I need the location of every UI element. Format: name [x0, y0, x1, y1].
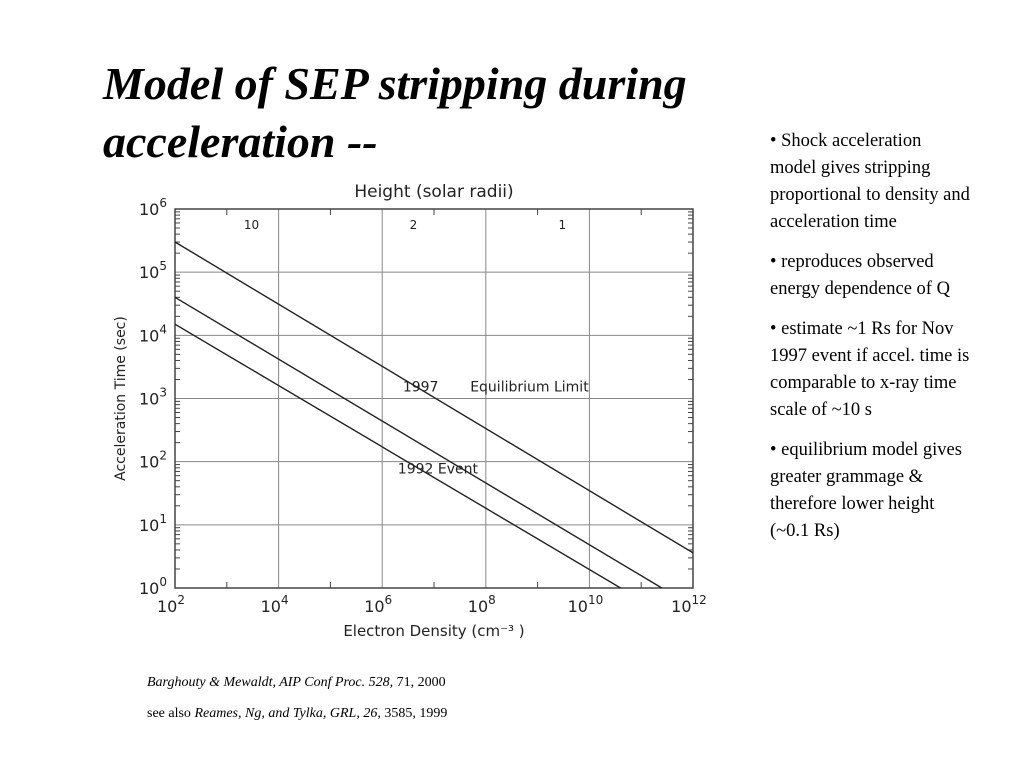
y-tick-label: 106: [139, 196, 167, 219]
series-line: [175, 241, 693, 554]
x-tick-label: 106: [364, 593, 392, 616]
y-axis-label: Acceleration Time (sec): [113, 316, 129, 481]
annotations: Equilibrium Limit 1997 1992 Event: [398, 379, 589, 477]
tick-labels: 102 104 106 108 1010 101210010110210310410510…: [139, 196, 707, 616]
bullet-item: • equilibrium model gives greater gramma…: [770, 440, 962, 541]
y-tick-label: 102: [139, 449, 167, 472]
x-axis-label: Electron Density (cm⁻³ ): [343, 622, 524, 640]
bullet-item: • estimate ~1 Rs for Nov 1997 event if a…: [770, 319, 970, 420]
series-annotation: 1997: [403, 379, 439, 395]
x-tick-label: 102: [157, 593, 185, 616]
series-lines: [175, 241, 693, 588]
chart-svg: 102 104 106 108 1010 101210010110210310410510…: [113, 182, 707, 640]
chart: 102 104 106 108 1010 1012 100 101 102 103 104 105 10…: [95, 170, 735, 650]
citation-primary: Barghouty & Mewaldt, AIP Conf Proc. 528,…: [147, 674, 567, 692]
x-tick-label: 104: [261, 593, 289, 616]
series-line: [175, 323, 621, 588]
bullet-list: • Shock acceleration model gives strippi…: [770, 128, 970, 558]
x-tick-label: 1012: [671, 593, 707, 616]
citation-details: 3585, 1999: [380, 706, 448, 721]
series-annotation: 1992 Event: [398, 461, 479, 477]
tick-marks: [175, 209, 693, 588]
top-tick-label: 2: [410, 218, 418, 232]
citation-prefix: see also: [147, 706, 195, 721]
top-tick-label: 10: [244, 218, 259, 232]
citation-details: 71, 2000: [393, 675, 446, 690]
top-tick-label: 1: [558, 218, 566, 232]
y-tick-label: 103: [139, 386, 167, 409]
y-tick-label: 105: [139, 259, 167, 282]
y-tick-label: 104: [139, 322, 167, 345]
bullet-item: • Shock acceleration model gives strippi…: [770, 131, 970, 232]
top-axis-label: Height (solar radii): [354, 182, 513, 202]
grid: [174, 208, 694, 589]
x-tick-label: 1010: [568, 593, 604, 616]
series-annotation: Equilibrium Limit: [470, 379, 589, 395]
citation-authors: Barghouty & Mewaldt, AIP Conf Proc. 528,: [147, 675, 394, 690]
slide-title: Model of SEP stripping during accelerati…: [103, 58, 687, 167]
y-tick-label: 101: [139, 512, 167, 535]
x-tick-label: 108: [468, 593, 496, 616]
citation-secondary: see also Reames, Ng, and Tylka, GRL, 26,…: [147, 705, 567, 723]
series-line: [175, 296, 663, 588]
bullet-item: • reproduces observed energy dependence …: [770, 252, 950, 299]
citation-authors: Reames, Ng, and Tylka, GRL, 26,: [194, 706, 381, 721]
y-tick-label: 100: [139, 575, 167, 598]
